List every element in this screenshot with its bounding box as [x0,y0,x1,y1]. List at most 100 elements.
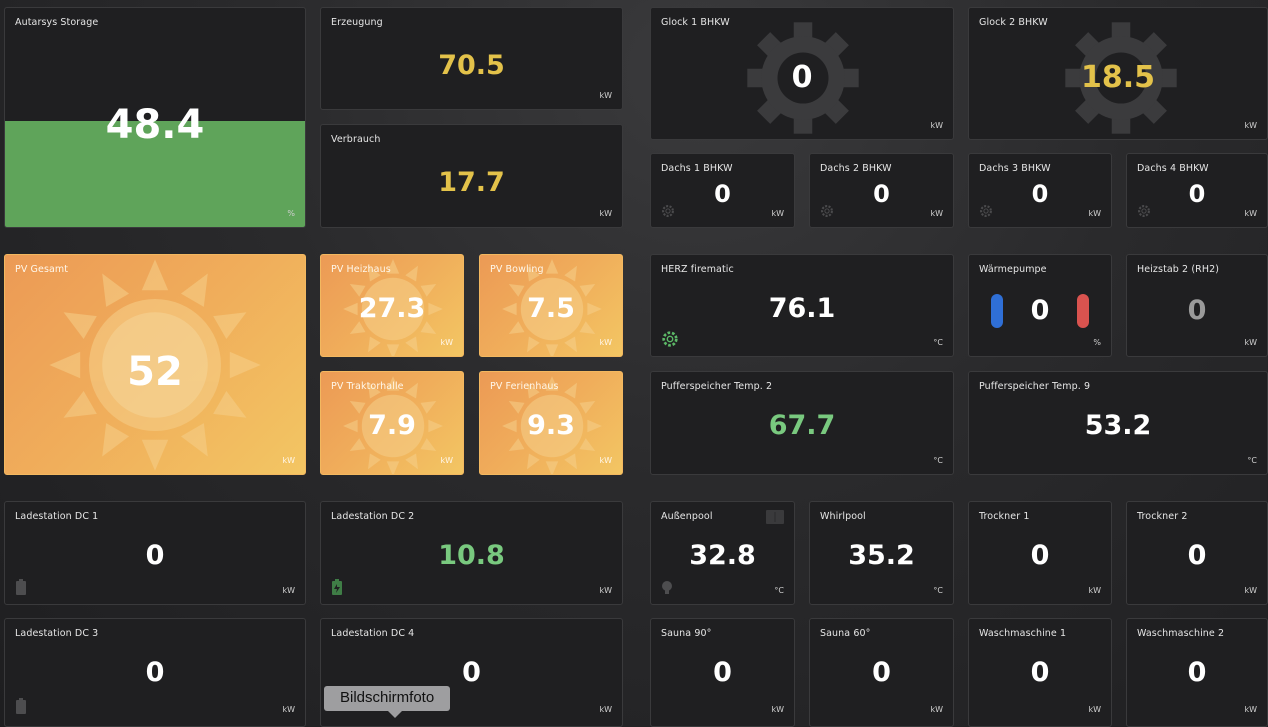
tile-unit: kW [440,338,453,347]
tile-dachs3-bhkw[interactable]: Dachs 3 BHKW 0 kW [968,153,1112,228]
tile-title: Ladestation DC 1 [15,511,99,522]
sun-icon [502,259,602,356]
tile-value: 0 [1187,295,1207,326]
tile-value: 0 [1030,295,1050,326]
tile-title: Trockner 2 [1137,511,1188,522]
tile-waermepumpe[interactable]: Wärmepumpe 0 % [968,254,1112,357]
tile-unit: % [287,209,295,218]
tile-title: Pufferspeicher Temp. 9 [979,381,1091,392]
tile-value: 67.7 [768,410,836,441]
tile-title: Außenpool [661,511,713,522]
tile-dachs1-bhkw[interactable]: Dachs 1 BHKW 0 kW [650,153,795,228]
tile-unit: kW [440,456,453,465]
tile-trockner2[interactable]: Trockner 2 0 kW [1126,501,1268,605]
lightbulb-icon [662,581,672,594]
cold-indicator-icon [991,294,1003,328]
tile-title: Dachs 1 BHKW [661,163,733,174]
tile-verbrauch[interactable]: Verbrauch 17.7 kW [320,124,623,228]
tile-sauna90[interactable]: Sauna 90° 0 kW [650,618,795,727]
tile-heizstab2[interactable]: Heizstab 2 (RH2) 0 kW [1126,254,1268,357]
tile-title: Wärmepumpe [979,264,1047,275]
gear-icon [980,205,992,217]
tile-title: PV Ferienhaus [490,381,559,392]
tile-title: Ladestation DC 4 [331,628,415,639]
tile-unit: kW [282,705,295,714]
gear-icon [1065,22,1177,134]
tile-title: PV Bowling [490,264,544,275]
tile-sauna60[interactable]: Sauna 60° 0 kW [809,618,954,727]
tile-value: 0 [1030,657,1050,688]
tile-title: Ladestation DC 3 [15,628,99,639]
tile-ladestation-dc3[interactable]: Ladestation DC 3 0 kW [4,618,306,727]
tile-title: Pufferspeicher Temp. 2 [661,381,773,392]
tile-unit: kW [1088,209,1101,218]
sun-icon [343,376,443,474]
tile-ladestation-dc2[interactable]: Ladestation DC 2 10.8 kW [320,501,623,605]
tile-value: 0 [1187,540,1207,571]
tile-pv-ferienhaus[interactable]: PV Ferienhaus 9.3 kW [479,371,623,475]
tile-value: 0 [713,657,732,688]
gear-icon [1138,205,1150,217]
tile-aussenpool[interactable]: Außenpool 32.8 °C [650,501,795,605]
tile-glock1-bhkw[interactable]: Glock 1 BHKW 0 kW [650,7,954,140]
tile-title: Dachs 2 BHKW [820,163,892,174]
tile-value: 18.5 [1080,60,1156,95]
tile-pufferspeicher-2[interactable]: Pufferspeicher Temp. 2 67.7 °C [650,371,954,475]
tile-value: 10.8 [438,540,505,571]
tile-title: Waschmaschine 1 [979,628,1067,639]
tile-value: 0 [145,540,165,571]
tile-title: PV Traktorhalle [331,381,404,392]
tile-value: 0 [145,657,165,688]
battery-icon [16,698,26,714]
tile-unit: kW [599,705,612,714]
tile-autarsys-storage[interactable]: Autarsys Storage 48.4 % [4,7,306,228]
tile-unit: kW [282,586,295,595]
gear-icon [662,205,674,217]
tile-title: Heizstab 2 (RH2) [1137,264,1220,275]
tile-erzeugung[interactable]: Erzeugung 70.5 kW [320,7,623,110]
tile-unit: kW [1244,586,1257,595]
tile-unit: kW [1244,705,1257,714]
tile-dachs2-bhkw[interactable]: Dachs 2 BHKW 0 kW [809,153,954,228]
tile-title: Glock 2 BHKW [979,17,1048,28]
tile-glock2-bhkw[interactable]: Glock 2 BHKW 18.5 kW [968,7,1268,140]
tile-value: 0 [462,657,481,688]
sun-icon [343,259,443,356]
sun-icon [502,376,602,474]
tile-dachs4-bhkw[interactable]: Dachs 4 BHKW 0 kW [1126,153,1268,228]
battery-charging-icon [332,579,342,595]
tile-unit: % [1093,338,1101,347]
tile-pv-gesamt[interactable]: PV Gesamt 52 kW [4,254,306,475]
tile-value: 0 [791,60,813,95]
tile-value: 17.7 [438,167,505,198]
tile-waschmaschine2[interactable]: Waschmaschine 2 0 kW [1126,618,1268,727]
gear-icon [821,205,833,217]
tile-herz-firematic[interactable]: HERZ firematic 76.1 °C [650,254,954,357]
tile-unit: kW [1244,121,1257,130]
tile-title: Glock 1 BHKW [661,17,730,28]
tile-trockner1[interactable]: Trockner 1 0 kW [968,501,1112,605]
tile-pv-heizhaus[interactable]: PV Heizhaus 27.3 kW [320,254,464,357]
tile-value: 70.5 [438,50,505,81]
tile-title: Ladestation DC 2 [331,511,415,522]
tile-value: 53.2 [1084,410,1152,441]
tile-value: 9.3 [527,410,575,441]
tile-title: PV Heizhaus [331,264,391,275]
tile-unit: °C [933,338,943,347]
tile-value: 0 [1187,657,1207,688]
tile-waschmaschine1[interactable]: Waschmaschine 1 0 kW [968,618,1112,727]
tile-value: 0 [714,180,731,208]
tile-pufferspeicher-9[interactable]: Pufferspeicher Temp. 9 53.2 °C [968,371,1268,475]
tile-title: Sauna 90° [661,628,712,639]
tile-title: Sauna 60° [820,628,871,639]
tile-unit: kW [1088,705,1101,714]
tile-pv-bowling[interactable]: PV Bowling 7.5 kW [479,254,623,357]
tile-whirlpool[interactable]: Whirlpool 35.2 °C [809,501,954,605]
tile-pv-traktorhalle[interactable]: PV Traktorhalle 7.9 kW [320,371,464,475]
tile-unit: kW [282,456,295,465]
tile-unit: kW [930,209,943,218]
hot-indicator-icon [1077,294,1089,328]
tile-value: 0 [1031,180,1049,208]
tile-ladestation-dc1[interactable]: Ladestation DC 1 0 kW [4,501,306,605]
tile-title: Erzeugung [331,17,383,28]
